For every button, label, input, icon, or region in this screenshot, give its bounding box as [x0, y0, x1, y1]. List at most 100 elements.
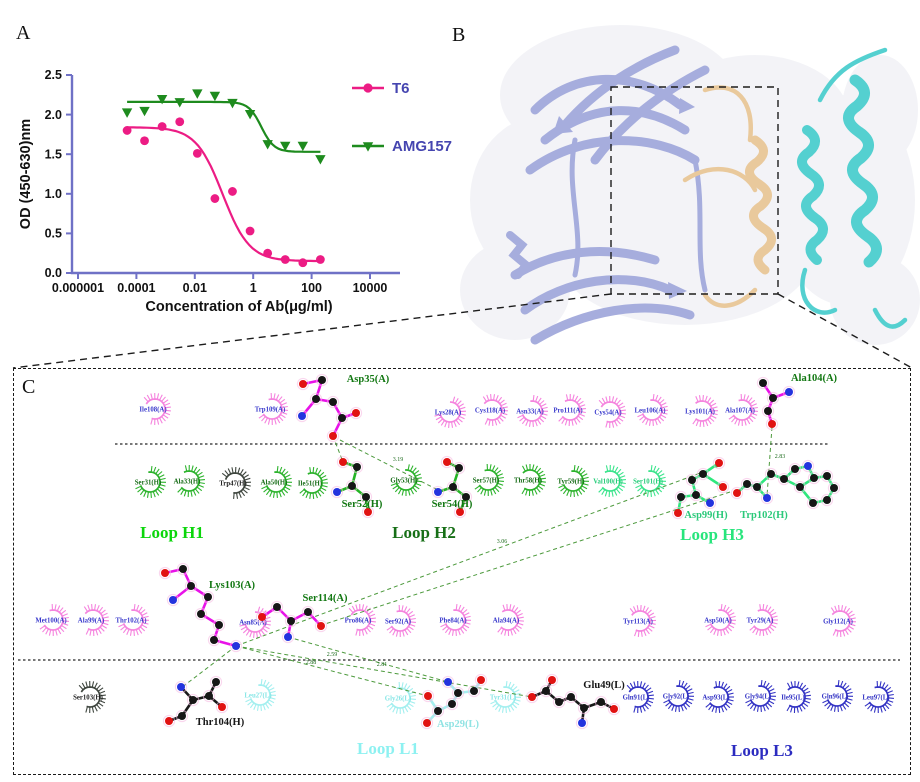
- arc-spoke: [659, 483, 666, 486]
- x-tick-label: 0.000001: [52, 281, 104, 295]
- arc-spoke: [262, 628, 268, 633]
- arc-spoke: [414, 470, 420, 475]
- residue-arc-Gly53(H): Gly53(H): [390, 464, 422, 496]
- arc-spoke: [837, 680, 840, 686]
- arc-spoke: [619, 405, 626, 409]
- arc-spoke: [496, 485, 502, 490]
- arc-spoke: [495, 395, 499, 401]
- arc-spoke: [497, 627, 502, 633]
- arc-spoke: [539, 417, 545, 423]
- arc-spoke: [361, 630, 365, 636]
- arc-spoke: [61, 625, 67, 630]
- arc-spoke: [748, 397, 753, 403]
- atom-O: [548, 676, 556, 684]
- atom-halo: [326, 395, 340, 409]
- arc-spoke: [510, 629, 513, 636]
- arc-spoke: [762, 630, 765, 636]
- arc-spoke: [639, 707, 643, 713]
- atom-C: [769, 394, 777, 402]
- atom-halo: [315, 373, 329, 387]
- arc-spoke: [846, 698, 853, 701]
- hbond-distance-label: 2.88: [306, 660, 317, 666]
- atom-C: [753, 483, 761, 491]
- arc-spoke: [575, 490, 579, 497]
- residue-arc-Cys118(A): Cys118(A): [475, 394, 509, 427]
- arc-spoke: [731, 417, 736, 423]
- atom-halo: [420, 716, 434, 730]
- atom-halo: [756, 376, 770, 390]
- arc-spoke: [642, 605, 646, 612]
- arc-spoke: [522, 465, 526, 471]
- atom-halo: [674, 490, 688, 504]
- arc-spoke: [100, 697, 106, 700]
- arc-spoke: [532, 464, 535, 470]
- arc-spoke: [101, 624, 107, 629]
- arc-spoke: [772, 615, 778, 618]
- residue-arc-label: Ile108(A): [139, 406, 166, 413]
- arc-spoke: [744, 419, 747, 426]
- arc-spoke: [146, 492, 149, 498]
- atom-C: [597, 698, 605, 706]
- arc-spoke: [197, 471, 203, 476]
- arc-spoke: [713, 629, 717, 635]
- arc-spoke: [572, 394, 575, 401]
- panel-label-a: A: [16, 22, 31, 44]
- arc-spoke: [644, 684, 649, 690]
- atom-halo: [281, 630, 295, 644]
- arc-spoke: [458, 604, 462, 611]
- arc-spoke: [723, 683, 728, 689]
- arc-spoke: [163, 414, 169, 419]
- arc-spoke: [626, 684, 632, 690]
- residue-arc-label: Thr102(A): [116, 617, 147, 624]
- arc-spoke: [267, 419, 271, 425]
- arc-spoke: [395, 708, 399, 714]
- atom-C: [205, 692, 213, 700]
- arc-spoke: [750, 399, 756, 405]
- arc-spoke: [62, 622, 69, 626]
- arc-spoke: [269, 491, 273, 497]
- residue-arc-label: Asn85(A): [239, 619, 267, 626]
- arc-spoke: [734, 419, 738, 425]
- arc-spoke: [659, 416, 665, 422]
- arc-spoke: [231, 467, 234, 473]
- atom-O: [423, 719, 431, 727]
- arc-spoke: [263, 488, 269, 493]
- atom-halo: [421, 689, 435, 703]
- arc-spoke: [619, 415, 626, 419]
- arc-spoke: [249, 703, 255, 709]
- atom-N: [333, 488, 341, 496]
- atom-halo: [685, 473, 699, 487]
- contact-arc: [500, 609, 519, 631]
- arc-spoke: [605, 465, 609, 471]
- arc-spoke: [658, 485, 665, 490]
- arc-spoke: [629, 682, 634, 689]
- arc-spoke: [725, 703, 731, 709]
- data-point-T6: [210, 194, 220, 203]
- atom-halo: [445, 697, 459, 711]
- residue-arc-Ser103(H): Ser103(H): [73, 680, 106, 714]
- arc-spoke: [494, 467, 499, 473]
- arc-spoke: [501, 402, 507, 407]
- residue-arc-Thr58(H): Thr58(H): [514, 464, 546, 497]
- arc-spoke: [355, 604, 358, 611]
- arc-spoke: [539, 474, 546, 477]
- arc-spoke: [317, 469, 322, 475]
- arc-spoke: [509, 604, 512, 610]
- arc-spoke: [698, 395, 701, 401]
- residue-arc-Gln91(L): Gln91(L): [623, 680, 654, 714]
- arc-spoke: [645, 419, 649, 425]
- arc-spoke: [460, 628, 465, 634]
- arc-spoke: [401, 605, 404, 611]
- arc-spoke: [510, 705, 515, 711]
- arc-spoke: [253, 704, 257, 710]
- arc-spoke: [477, 487, 482, 493]
- arc-spoke: [652, 490, 656, 497]
- atom-N: [578, 719, 586, 727]
- arc-spoke: [660, 414, 667, 419]
- arc-spoke: [755, 629, 759, 636]
- zoom-connector-line: [777, 293, 913, 369]
- data-point-T6: [157, 122, 167, 131]
- hydrogen-bond-line: [321, 491, 731, 626]
- arc-spoke: [797, 681, 800, 687]
- loop-label-loop-l3: Loop L3: [731, 741, 793, 760]
